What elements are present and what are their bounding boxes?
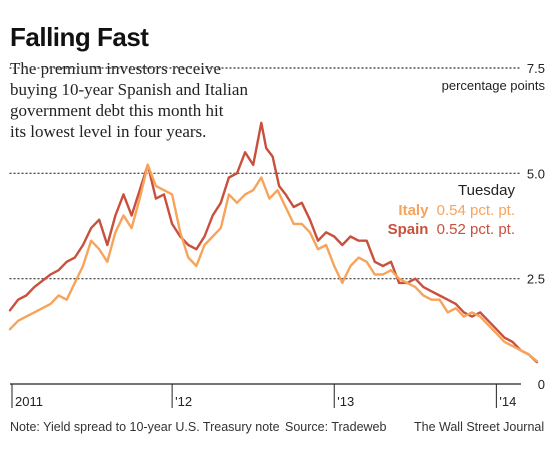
legend: Tuesday Italy 0.54 pct. pt. Spain 0.52 p…	[388, 182, 516, 238]
subtitle-line: government debt this month hit	[10, 101, 224, 120]
legend-spain-value: 0.52 pct. pt.	[437, 221, 515, 238]
source-note: Source: Tradeweb	[285, 420, 387, 434]
x-tick-label: '14	[499, 394, 516, 409]
y-tick-label: 7.5	[527, 61, 545, 76]
series-layer	[8, 121, 539, 364]
series-line-spain	[8, 121, 539, 364]
x-tick-label: '13	[337, 394, 354, 409]
y-tick-label: 2.5	[527, 272, 545, 287]
legend-spain-name: Spain	[388, 221, 429, 238]
axis-layer: 7.5 5.0 2.5 0 2011 '12 '13 '14	[10, 61, 545, 409]
chart-title: Falling Fast	[10, 22, 149, 52]
legend-italy-name: Italy	[398, 202, 429, 219]
legend-heading: Tuesday	[458, 182, 515, 199]
legend-spain: Spain 0.52 pct. pt.	[388, 221, 515, 238]
y-tick-label: 0	[538, 377, 545, 392]
subtitle-line: The premium investors receive	[10, 59, 222, 78]
x-tick-label: '12	[175, 394, 192, 409]
y-axis-label: percentage points	[442, 78, 546, 93]
grid-layer	[9, 67, 522, 280]
credit-note: The Wall Street Journal	[414, 420, 545, 434]
subtitle-line: its lowest level in four years.	[10, 122, 207, 141]
chart-subtitle: The premium investors receive buying 10-…	[10, 58, 250, 142]
footnote: Note: Yield spread to 10-year U.S. Treas…	[10, 420, 280, 434]
legend-italy-value: 0.54 pct. pt.	[437, 202, 515, 219]
series-line-italy	[8, 163, 539, 363]
x-tick-label: 2011	[15, 394, 43, 409]
legend-italy: Italy 0.54 pct. pt.	[398, 202, 515, 219]
subtitle-line: buying 10-year Spanish and Italian	[10, 80, 248, 99]
y-tick-label: 5.0	[527, 166, 545, 181]
